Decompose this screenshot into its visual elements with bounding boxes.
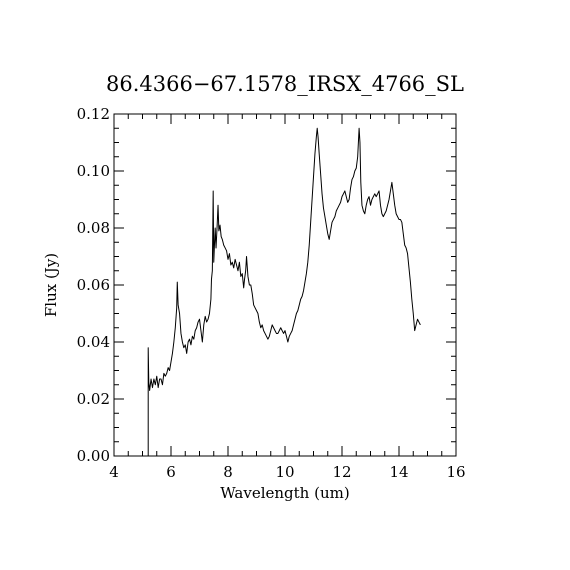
x-axis-tick-labels: 4 6 8 10 12 14 16: [109, 463, 465, 481]
y-tick-label: 0.00: [77, 447, 110, 465]
chart-title: 86.4366−67.1578_IRSX_4766_SL: [106, 72, 464, 96]
y-tick-label: 0.12: [77, 105, 110, 123]
y-axis-label: Flux (Jy): [42, 253, 60, 317]
x-tick-label: 6: [166, 463, 176, 481]
spectrum-line-0: [147, 127, 421, 456]
y-tick-label: 0.10: [77, 162, 110, 180]
y-tick-label: 0.02: [77, 390, 110, 408]
x-tick-label: 16: [446, 463, 465, 481]
x-tick-label: 10: [275, 463, 294, 481]
x-tick-label: 12: [332, 463, 351, 481]
plot-frame: [113, 113, 457, 457]
axis-ticks: [113, 113, 457, 457]
x-tick-label: 4: [109, 463, 119, 481]
y-tick-label: 0.08: [77, 219, 110, 237]
x-tick-label: 8: [223, 463, 233, 481]
y-tick-label: 0.04: [77, 333, 110, 351]
series-group: [147, 127, 421, 456]
x-tick-label: 14: [389, 463, 408, 481]
plot-area: [113, 113, 457, 457]
x-axis-label: Wavelength (um): [220, 484, 349, 502]
y-axis-tick-labels: 0.00 0.02 0.04 0.06 0.08 0.10 0.12: [77, 105, 110, 465]
y-tick-label: 0.06: [77, 276, 110, 294]
